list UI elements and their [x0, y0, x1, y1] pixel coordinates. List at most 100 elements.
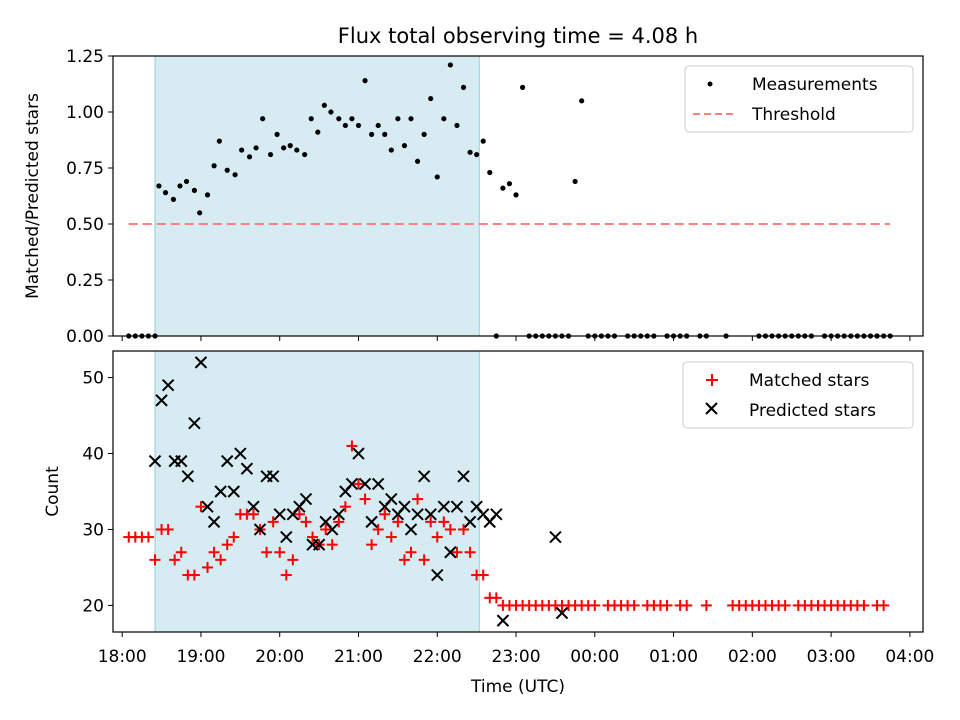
predicted-star-point [280, 530, 293, 544]
measurement-point [191, 187, 197, 193]
measurement-point [500, 185, 506, 191]
matched-star-point [589, 599, 601, 611]
predicted-star-point [345, 477, 359, 491]
matched-star-point [372, 523, 384, 535]
predicted-star-point [444, 546, 457, 559]
y-tick-label: 30 [82, 520, 104, 540]
matched-star-point [352, 478, 364, 490]
matched-star-point [385, 531, 397, 543]
measurement-point [408, 116, 414, 122]
measurement-point [239, 147, 245, 153]
matched-star-point [490, 592, 502, 604]
legend-measurements-marker [707, 81, 713, 87]
top-axes-frame [112, 55, 924, 337]
predicted-star-point [358, 477, 372, 491]
measurement-point [480, 138, 486, 144]
predicted-star-point [161, 378, 175, 392]
x-tick-label: 19:00 [176, 647, 225, 667]
matched-star-point [300, 516, 312, 528]
matched-star-point [307, 531, 319, 543]
predicted-star-point [227, 485, 240, 498]
measurement-point [388, 147, 394, 153]
measurement-point [211, 163, 217, 169]
measurement-point [474, 151, 480, 158]
matched-star-point [779, 599, 791, 611]
y-tick-label: 40 [82, 445, 104, 465]
legend-predicted-label: Predicted stars [749, 401, 876, 421]
matched-star-point [274, 546, 286, 558]
legend-measurements-label: Measurements [752, 75, 878, 95]
measurement-point [246, 154, 253, 160]
matched-star-point [215, 554, 227, 566]
matched-star-point [221, 539, 233, 551]
predicted-star-point [273, 508, 286, 521]
matched-star-point [149, 554, 161, 566]
legend-threshold-label: Threshold [751, 105, 836, 125]
predicted-star-point [148, 454, 162, 468]
measurement-point [294, 147, 300, 153]
y-tick-label: 1.25 [66, 47, 104, 67]
predicted-star-point [549, 530, 562, 544]
matched-star-point [392, 516, 404, 528]
measurement-point [434, 174, 440, 180]
matched-star-point [412, 493, 424, 505]
figure-title: Flux total observing time = 4.08 h [338, 24, 698, 48]
measurement-point [369, 131, 375, 137]
measurement-point [336, 116, 342, 122]
x-tick-label: 00:00 [570, 647, 619, 667]
predicted-star-point [326, 523, 339, 536]
measurement-point [177, 183, 183, 189]
matched-star-point [464, 546, 476, 558]
predicted-star-point [188, 416, 201, 430]
matched-star-point [431, 531, 443, 543]
predicted-star-point [437, 500, 451, 513]
top-y-ticks: 0.00 0.25 0.50 0.75 1.00 1.25 [66, 47, 113, 347]
matched-star-point [188, 569, 200, 581]
predicted-star-point [365, 515, 378, 529]
matched-stars-points [123, 440, 890, 611]
predicted-star-point [240, 462, 254, 475]
measurement-point [197, 210, 203, 216]
predicted-star-point [490, 508, 503, 521]
matched-star-point [293, 508, 305, 520]
predicted-star-point [496, 614, 510, 627]
matched-star-point [451, 546, 463, 558]
matched-star-point [661, 599, 673, 611]
top-legend: Measurements Threshold [684, 65, 914, 133]
measurement-point [321, 102, 327, 108]
measurement-point [375, 122, 381, 129]
bottom-y-ticks: 20 30 40 50 [82, 369, 113, 616]
measurement-point [204, 192, 211, 198]
measurement-point [401, 143, 408, 149]
matched-star-point [438, 516, 450, 528]
x-tick-label: 01:00 [649, 647, 698, 667]
predicted-star-point [450, 500, 464, 513]
matched-star-point [379, 508, 391, 520]
matched-star-point [320, 523, 332, 535]
predicted-star-point [266, 470, 280, 483]
predicted-star-point [155, 394, 168, 407]
measurement-point [302, 151, 308, 158]
measurement-point [224, 167, 230, 173]
measurement-point [253, 145, 259, 151]
legend-predicted-marker [705, 402, 718, 415]
matched-star-point [228, 531, 240, 543]
predicted-star-point [431, 568, 444, 582]
measurement-point [287, 143, 293, 149]
predicted-star-point [181, 470, 195, 483]
measurement-point [460, 84, 467, 90]
matched-star-point [628, 599, 640, 611]
predicted-star-point [201, 500, 214, 513]
matched-star-point [169, 554, 181, 566]
measurement-point [506, 181, 513, 187]
matched-star-point [425, 516, 437, 528]
y-tick-label: 0.00 [66, 327, 104, 347]
measurement-point [428, 95, 434, 102]
measurement-point [421, 131, 427, 137]
measurement-point [232, 172, 238, 178]
matched-star-point [267, 516, 279, 528]
matched-star-point [162, 523, 174, 535]
x-tick-label: 20:00 [255, 647, 304, 667]
measurement-point [342, 122, 348, 129]
bottom-legend-box [682, 361, 914, 429]
